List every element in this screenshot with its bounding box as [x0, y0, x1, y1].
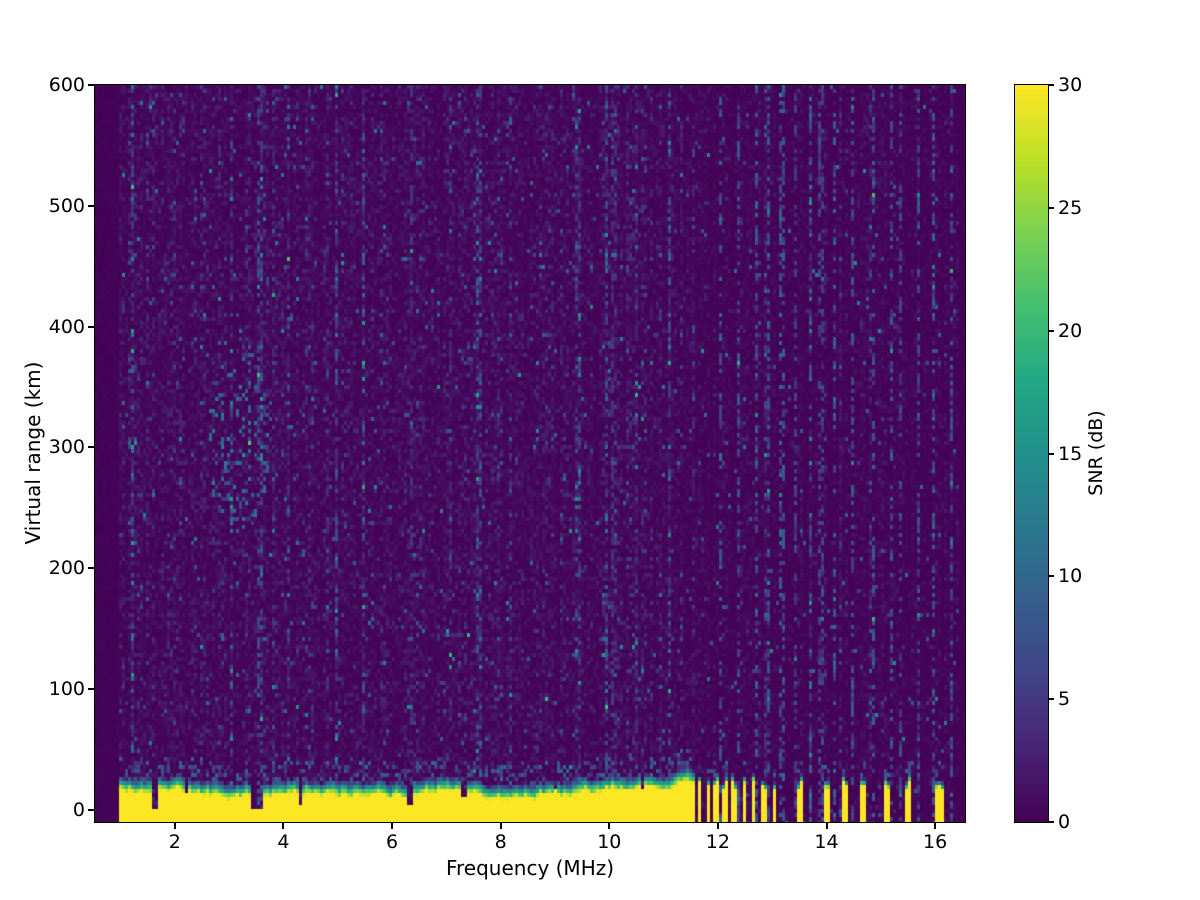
x-tick-label: 4: [277, 831, 290, 853]
x-tick-mark: [282, 822, 285, 829]
y-tick-label: 400: [48, 315, 85, 338]
x-tick-mark: [716, 822, 719, 829]
y-tick-mark: [88, 325, 95, 328]
colorbar-tick-label: 30: [1058, 74, 1083, 96]
x-tick-mark: [391, 822, 394, 829]
ionogram-heatmap-canvas: [95, 85, 965, 822]
colorbar-tick-label: 25: [1058, 196, 1083, 219]
x-tick-label: 14: [814, 831, 839, 853]
x-tick-label: 6: [386, 831, 399, 853]
y-tick-mark: [88, 84, 95, 86]
colorbar-tick-label: 5: [1058, 688, 1071, 711]
y-tick-mark: [88, 204, 95, 207]
x-tick-mark: [608, 822, 611, 829]
x-tick-mark: [499, 822, 502, 829]
y-tick-mark: [88, 446, 95, 449]
y-tick-mark: [88, 808, 95, 811]
y-tick-label: 100: [48, 678, 85, 701]
colorbar-tick-mark: [1048, 84, 1054, 86]
y-tick-label: 500: [48, 194, 85, 217]
colorbar-tick-mark: [1048, 821, 1054, 823]
x-axis-label: Frequency (MHz): [445, 856, 615, 880]
x-tick-label: 12: [705, 831, 730, 853]
colorbar-tick-label: 10: [1058, 565, 1083, 588]
x-tick-mark: [173, 822, 176, 829]
x-tick-mark: [825, 822, 828, 829]
y-tick-mark: [88, 567, 95, 570]
x-tick-label: 2: [168, 831, 181, 853]
y-tick-label: 200: [48, 557, 85, 580]
y-axis-label: Virtual range (km): [21, 361, 45, 545]
colorbar-tick-label: 15: [1058, 442, 1083, 465]
y-tick-label: 0: [72, 798, 85, 821]
x-tick-label: 16: [923, 831, 948, 853]
x-tick-label: 10: [597, 831, 622, 853]
colorbar-tick-mark: [1048, 575, 1054, 578]
colorbar-tick-mark: [1048, 329, 1054, 332]
y-tick-label: 300: [48, 436, 85, 459]
colorbar-label: SNR (dB): [1085, 410, 1107, 496]
x-tick-label: 8: [494, 831, 507, 853]
y-tick-mark: [88, 688, 95, 691]
y-tick-label: 600: [48, 74, 85, 96]
colorbar-tick-mark: [1048, 698, 1054, 701]
x-tick-mark: [934, 822, 937, 829]
colorbar-tick-mark: [1048, 452, 1054, 455]
colorbar-canvas: [1015, 85, 1048, 822]
colorbar-tick-label: 0: [1058, 811, 1071, 833]
colorbar-tick-mark: [1048, 206, 1054, 209]
colorbar-tick-label: 20: [1058, 319, 1083, 342]
